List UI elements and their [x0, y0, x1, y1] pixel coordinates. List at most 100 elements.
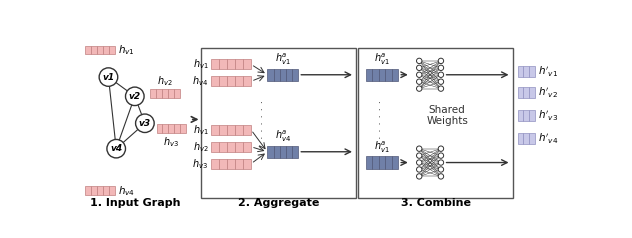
- Bar: [267, 146, 274, 158]
- Text: $h_{v1}$: $h_{v1}$: [193, 57, 209, 71]
- Bar: [274, 69, 280, 81]
- Circle shape: [416, 153, 422, 158]
- Text: $h^a_{v1}$: $h^a_{v1}$: [374, 139, 390, 155]
- Bar: [235, 142, 243, 152]
- Circle shape: [438, 174, 444, 179]
- Bar: [219, 159, 227, 169]
- Bar: [529, 66, 535, 77]
- Circle shape: [416, 58, 422, 64]
- Text: $h_{v1}$: $h_{v1}$: [193, 123, 209, 137]
- Bar: [292, 146, 298, 158]
- Circle shape: [99, 68, 118, 86]
- Bar: [379, 156, 386, 169]
- Text: $h'_{v1}$: $h'_{v1}$: [538, 64, 558, 79]
- Bar: [219, 76, 227, 86]
- Circle shape: [438, 86, 444, 91]
- Bar: [372, 69, 379, 81]
- Bar: [372, 156, 379, 169]
- Bar: [286, 146, 292, 158]
- Bar: [243, 142, 251, 152]
- Bar: [292, 69, 298, 81]
- Circle shape: [136, 114, 154, 133]
- Text: $h_{v1}$: $h_{v1}$: [118, 43, 135, 57]
- Circle shape: [416, 160, 422, 165]
- Text: $h_{v3}$: $h_{v3}$: [192, 157, 209, 171]
- Circle shape: [416, 86, 422, 91]
- Bar: [523, 87, 529, 98]
- Text: $h'_{v2}$: $h'_{v2}$: [538, 85, 557, 99]
- Bar: [518, 133, 523, 144]
- Bar: [235, 159, 243, 169]
- Bar: [243, 76, 251, 86]
- Bar: [210, 59, 219, 69]
- Circle shape: [438, 79, 444, 84]
- Circle shape: [438, 146, 444, 151]
- Bar: [280, 69, 286, 81]
- Circle shape: [126, 87, 144, 106]
- Bar: [235, 59, 243, 69]
- Circle shape: [438, 65, 444, 70]
- Text: $h_{v2}$: $h_{v2}$: [157, 74, 173, 88]
- Bar: [243, 59, 251, 69]
- Text: 3. Combine: 3. Combine: [401, 198, 470, 208]
- Bar: [274, 146, 280, 158]
- Bar: [286, 69, 292, 81]
- Bar: [219, 142, 227, 152]
- Bar: [97, 186, 103, 195]
- Bar: [518, 87, 523, 98]
- Bar: [392, 156, 398, 169]
- Text: v4: v4: [110, 144, 122, 153]
- Bar: [210, 159, 219, 169]
- Text: $h^a_{v1}$: $h^a_{v1}$: [275, 52, 291, 67]
- Bar: [366, 156, 372, 169]
- Text: $h^a_{v4}$: $h^a_{v4}$: [275, 129, 291, 144]
- Bar: [243, 125, 251, 135]
- Bar: [243, 159, 251, 169]
- Bar: [109, 186, 114, 195]
- Bar: [235, 125, 243, 135]
- Bar: [91, 186, 97, 195]
- Bar: [379, 69, 386, 81]
- Bar: [366, 69, 372, 81]
- Bar: [210, 76, 219, 86]
- Circle shape: [416, 146, 422, 151]
- Circle shape: [416, 174, 422, 179]
- Circle shape: [438, 160, 444, 165]
- Bar: [168, 89, 174, 98]
- Bar: [227, 142, 235, 152]
- Bar: [219, 59, 227, 69]
- Bar: [109, 45, 114, 54]
- Bar: [267, 69, 274, 81]
- Text: 1. Input Graph: 1. Input Graph: [90, 198, 180, 208]
- Text: $h_{v2}$: $h_{v2}$: [193, 140, 209, 154]
- Circle shape: [438, 58, 444, 64]
- Text: $h'_{v4}$: $h'_{v4}$: [538, 132, 558, 146]
- Bar: [523, 110, 529, 121]
- Bar: [156, 89, 162, 98]
- Text: $h'_{v3}$: $h'_{v3}$: [538, 109, 558, 123]
- Bar: [386, 69, 392, 81]
- Bar: [227, 76, 235, 86]
- Bar: [523, 133, 529, 144]
- Text: $h^a_{v1}$: $h^a_{v1}$: [374, 52, 390, 67]
- Text: Shared
Weights: Shared Weights: [426, 105, 468, 126]
- Circle shape: [416, 167, 422, 172]
- Circle shape: [416, 65, 422, 70]
- Bar: [174, 89, 179, 98]
- Text: $h_{v4}$: $h_{v4}$: [118, 184, 135, 198]
- Bar: [227, 125, 235, 135]
- Bar: [210, 142, 219, 152]
- Bar: [219, 125, 227, 135]
- Bar: [518, 66, 523, 77]
- Text: v2: v2: [129, 92, 141, 101]
- Circle shape: [438, 153, 444, 158]
- Bar: [162, 89, 168, 98]
- Bar: [386, 156, 392, 169]
- Bar: [150, 89, 156, 98]
- Text: $h_{v4}$: $h_{v4}$: [192, 74, 209, 88]
- Text: 2. Aggregate: 2. Aggregate: [238, 198, 320, 208]
- Bar: [103, 186, 109, 195]
- Circle shape: [438, 167, 444, 172]
- Bar: [227, 59, 235, 69]
- Bar: [280, 146, 286, 158]
